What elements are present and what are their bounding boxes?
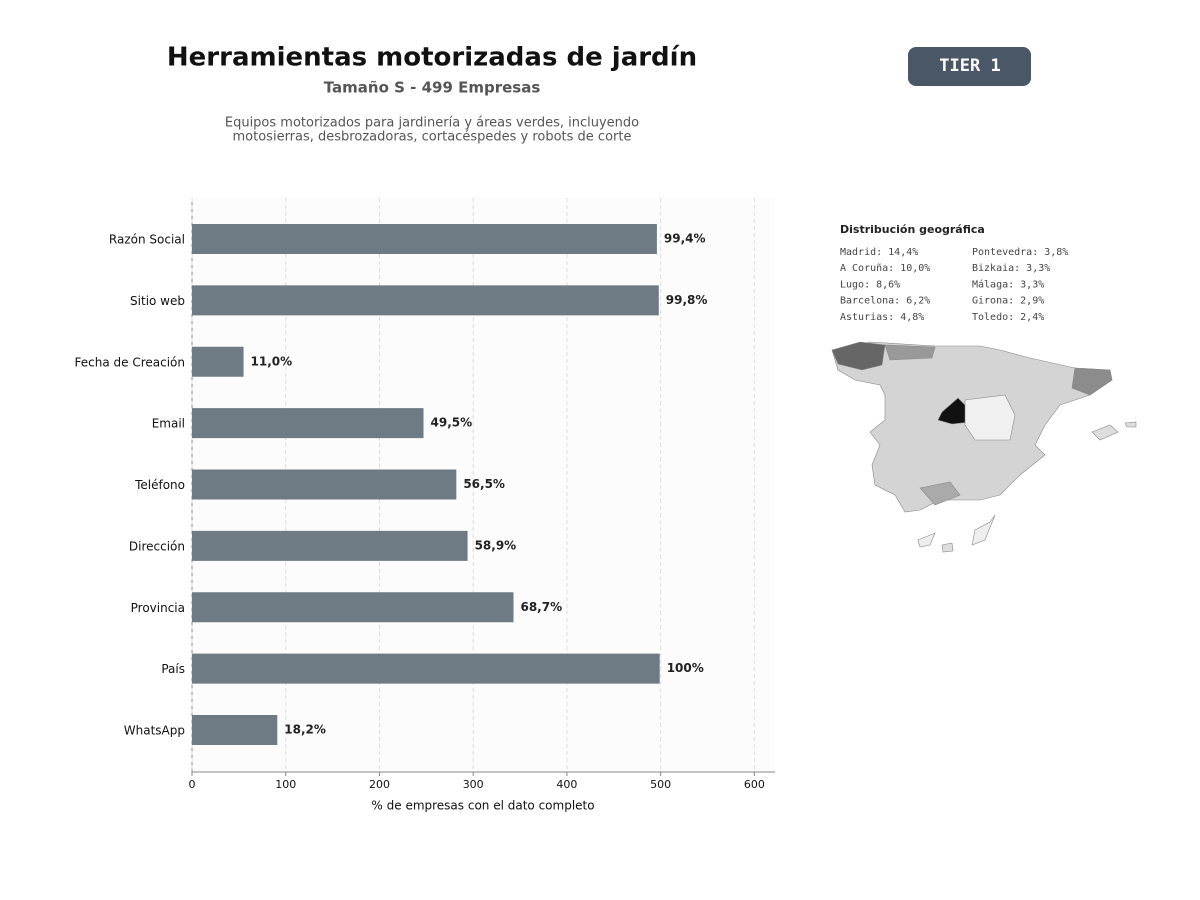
map	[831, 341, 1137, 553]
description: Equipos motorizados para jardinería y ár…	[225, 116, 639, 131]
x-tick-label: 200	[369, 778, 390, 791]
bar	[192, 653, 660, 684]
value-label: 58,9%	[475, 538, 517, 552]
bar	[192, 530, 468, 561]
bar	[192, 224, 657, 254]
y-tick-label: Email	[152, 417, 185, 431]
bar	[192, 285, 659, 316]
bar	[192, 715, 278, 745]
y-tick-label: Fecha de Creación	[75, 355, 185, 369]
subtitle: Tamaño S - 499 Empresas	[324, 79, 541, 97]
geo-item: Girona: 2,9%	[972, 296, 1044, 307]
x-axis-label: % de empresas con el dato completo	[371, 799, 594, 813]
bar	[192, 408, 424, 439]
geo-item: Toledo: 2,4%	[972, 312, 1044, 323]
y-tick-label: Razón Social	[109, 233, 185, 247]
x-tick-label: 400	[556, 778, 577, 791]
badge	[908, 47, 1031, 86]
value-label: 18,2%	[284, 723, 326, 737]
description: motosierras, desbrozadoras, cortacéspede…	[233, 130, 632, 145]
x-tick-label: 0	[189, 778, 196, 791]
value-label: 99,8%	[666, 293, 708, 307]
value-label: 56,5%	[463, 477, 505, 491]
y-tick-label: Teléfono	[134, 478, 185, 492]
geo-item: Bizkaia: 3,3%	[972, 263, 1050, 274]
geo-item: A Coruña: 10,0%	[840, 263, 930, 274]
y-tick-label: WhatsApp	[124, 724, 185, 738]
bar	[192, 592, 514, 623]
geo-item: Madrid: 14,4%	[840, 247, 918, 258]
badge-text: TIER 1	[939, 56, 1000, 76]
value-label: 99,4%	[664, 232, 706, 246]
y-tick-label: Sitio web	[130, 294, 185, 308]
geo-item: Pontevedra: 3,8%	[972, 247, 1068, 258]
geo-item: Lugo: 8,6%	[840, 279, 900, 290]
value-label: 49,5%	[431, 416, 473, 430]
bar	[192, 346, 244, 377]
y-tick-label: Dirección	[129, 539, 185, 553]
value-label: 100%	[667, 661, 704, 675]
geo-item: Barcelona: 6,2%	[840, 296, 930, 307]
value-label: 68,7%	[520, 600, 562, 614]
y-tick-label: País	[161, 662, 185, 676]
x-tick-label: 300	[463, 778, 484, 791]
value-label: 11,0%	[251, 354, 293, 368]
x-tick-label: 500	[650, 778, 671, 791]
geo-title: Distribución geográfica	[840, 223, 985, 236]
chart-title: Herramientas motorizadas de jardín	[167, 43, 697, 73]
x-tick-label: 100	[275, 778, 296, 791]
bar	[192, 469, 457, 500]
x-tick-label: 600	[744, 778, 765, 791]
geo-item: Asturias: 4,8%	[840, 312, 924, 323]
y-tick-label: Provincia	[131, 601, 185, 615]
geo-item: Málaga: 3,3%	[972, 278, 1044, 290]
